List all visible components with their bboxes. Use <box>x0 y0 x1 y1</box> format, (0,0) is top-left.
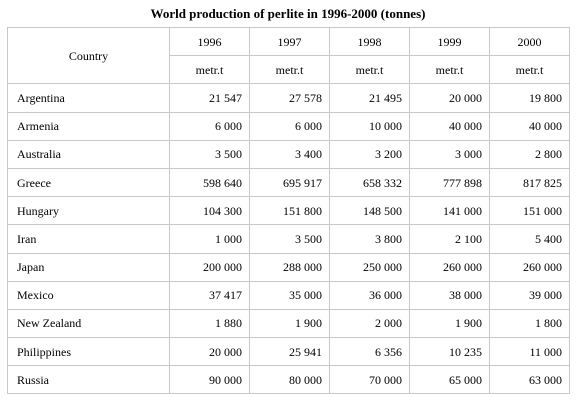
value-cell: 1 900 <box>249 308 330 339</box>
value-cell: 40 000 <box>489 111 570 141</box>
header-row-units: metr.t metr.t metr.t metr.t metr.t <box>8 55 570 85</box>
value-cell: 27 578 <box>249 83 330 113</box>
year-header: 2000 <box>489 26 570 57</box>
table-row: Armenia 6 000 6 000 10 000 40 000 40 000 <box>7 111 570 141</box>
value-cell: 20 000 <box>169 337 250 367</box>
table-row: Iran 1 000 3 500 3 800 2 100 5 400 <box>7 224 570 254</box>
table-row: New Zealand 1 880 1 900 2 000 1 900 1 800 <box>7 308 570 339</box>
value-cell: 148 500 <box>329 196 410 226</box>
country-cell: Mexico <box>7 280 170 310</box>
value-cell: 10 000 <box>329 111 410 141</box>
value-cell: 65 000 <box>409 365 490 395</box>
value-cell: 695 917 <box>249 167 330 198</box>
value-cell: 777 898 <box>409 167 490 198</box>
year-header: 1999 <box>409 26 490 57</box>
value-cell: 250 000 <box>329 252 410 282</box>
value-cell: 3 000 <box>409 139 490 169</box>
value-cell: 6 000 <box>169 111 250 141</box>
table-row: Russia 90 000 80 000 70 000 65 000 63 000 <box>7 365 570 395</box>
table-row: Australia 3 500 3 400 3 200 3 000 2 800 <box>7 139 570 169</box>
header-row-years: Country 1996 1997 1998 1999 2000 <box>7 26 570 85</box>
value-cell: 39 000 <box>489 280 570 310</box>
value-cell: 20 000 <box>409 83 490 113</box>
value-cell: 40 000 <box>409 111 490 141</box>
table-row: Philippines 20 000 25 941 6 356 10 235 11 000 <box>7 337 570 367</box>
value-cell: 260 000 <box>489 252 570 282</box>
unit-header: metr.t <box>409 55 490 85</box>
value-cell: 37 417 <box>169 280 250 310</box>
value-cell: 141 000 <box>409 196 490 226</box>
value-cell: 21 495 <box>329 83 410 113</box>
value-cell: 3 800 <box>329 224 410 254</box>
value-cell: 3 500 <box>249 224 330 254</box>
value-cell: 1 000 <box>169 224 250 254</box>
unit-header: metr.t <box>489 55 570 85</box>
year-header: 1997 <box>249 26 330 57</box>
value-cell: 3 200 <box>329 139 410 169</box>
country-cell: New Zealand <box>7 308 170 339</box>
value-cell: 19 800 <box>489 83 570 113</box>
value-cell: 1 880 <box>169 308 250 339</box>
table-row: Hungary 104 300 151 800 148 500 141 000 151 0… <box>7 196 570 226</box>
value-cell: 5 400 <box>489 224 570 254</box>
table-row: Mexico 37 417 35 000 36 000 38 000 39 000 <box>7 280 570 310</box>
value-cell: 36 000 <box>329 280 410 310</box>
unit-header: metr.t <box>249 55 330 85</box>
country-cell: Philippines <box>7 337 170 367</box>
unit-header: metr.t <box>169 55 250 85</box>
value-cell: 25 941 <box>249 337 330 367</box>
country-cell: Russia <box>7 365 170 395</box>
country-cell: Iran <box>7 224 170 254</box>
production-table: Country 1996 1997 1998 1999 2000 metr.t … <box>7 26 570 395</box>
value-cell: 1 800 <box>489 308 570 339</box>
country-cell: Hungary <box>7 196 170 226</box>
year-header: 1998 <box>329 26 410 57</box>
value-cell: 80 000 <box>249 365 330 395</box>
value-cell: 1 900 <box>409 308 490 339</box>
unit-header: metr.t <box>329 55 410 85</box>
value-cell: 260 000 <box>409 252 490 282</box>
value-cell: 11 000 <box>489 337 570 367</box>
country-cell: Argentina <box>7 83 170 113</box>
value-cell: 10 235 <box>409 337 490 367</box>
country-column-header: Country <box>7 26 170 85</box>
value-cell: 6 000 <box>249 111 330 141</box>
table-title: World production of perlite in 1996-2000… <box>150 6 426 21</box>
value-cell: 151 800 <box>249 196 330 226</box>
table-body: Country 1996 1997 1998 1999 2000 metr.t … <box>7 26 570 395</box>
value-cell: 35 000 <box>249 280 330 310</box>
value-cell: 151 000 <box>489 196 570 226</box>
country-cell: Greece <box>7 167 170 198</box>
country-cell: Australia <box>7 139 170 169</box>
value-cell: 658 332 <box>329 167 410 198</box>
value-cell: 38 000 <box>409 280 490 310</box>
value-cell: 288 000 <box>249 252 330 282</box>
table-row: Greece 598 640 695 917 658 332 777 898 817 82… <box>7 167 570 198</box>
value-cell: 70 000 <box>329 365 410 395</box>
country-cell: Armenia <box>7 111 170 141</box>
value-cell: 3 400 <box>249 139 330 169</box>
table-row: Japan 200 000 288 000 250 000 260 000 260 000 <box>7 252 570 282</box>
table-row: Argentina 21 547 27 578 21 495 20 000 19 800 <box>7 83 570 113</box>
value-cell: 104 300 <box>169 196 250 226</box>
value-cell: 200 000 <box>169 252 250 282</box>
year-header: 1996 <box>169 26 250 57</box>
value-cell: 21 547 <box>169 83 250 113</box>
value-cell: 2 100 <box>409 224 490 254</box>
country-cell: Japan <box>7 252 170 282</box>
value-cell: 2 800 <box>489 139 570 169</box>
value-cell: 63 000 <box>489 365 570 395</box>
value-cell: 6 356 <box>329 337 410 367</box>
value-cell: 2 000 <box>329 308 410 339</box>
value-cell: 598 640 <box>169 167 250 198</box>
value-cell: 90 000 <box>169 365 250 395</box>
value-cell: 817 825 <box>489 167 570 198</box>
value-cell: 3 500 <box>169 139 250 169</box>
